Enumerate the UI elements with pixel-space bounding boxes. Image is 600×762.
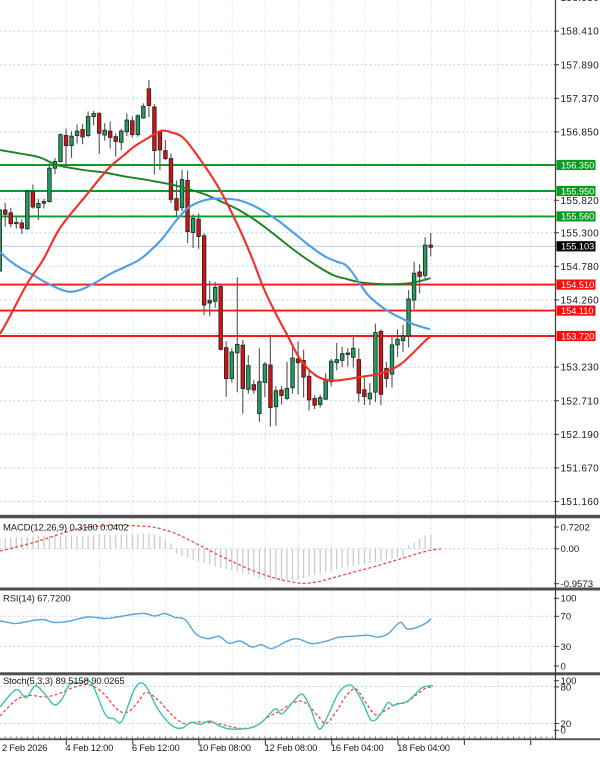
svg-text:151.160: 151.160: [561, 497, 600, 508]
svg-text:152.190: 152.190: [561, 430, 600, 441]
svg-text:152.710: 152.710: [561, 396, 600, 407]
svg-text:2 Feb 2026: 2 Feb 2026: [2, 742, 47, 753]
svg-text:0: 0: [561, 661, 566, 672]
svg-text:158.930: 158.930: [561, 0, 600, 4]
svg-text:Stoch(5,3,3) 89.5158 90.0265: Stoch(5,3,3) 89.5158 90.0265: [3, 676, 125, 687]
svg-text:RSI(14) 67.7200: RSI(14) 67.7200: [3, 593, 70, 604]
svg-text:MACD(12,26,9) 0.3180 0.0402: MACD(12,26,9) 0.3180 0.0402: [3, 522, 128, 533]
svg-text:153.720: 153.720: [561, 331, 594, 341]
svg-text:0.00: 0.00: [561, 544, 580, 555]
svg-text:157.890: 157.890: [561, 60, 600, 71]
svg-text:20: 20: [561, 719, 572, 730]
svg-text:12 Feb 08:00: 12 Feb 08:00: [265, 742, 318, 753]
svg-text:154.260: 154.260: [561, 296, 600, 307]
svg-text:0.7202: 0.7202: [561, 522, 590, 533]
svg-text:155.950: 155.950: [561, 186, 594, 196]
svg-text:4 Feb 12:00: 4 Feb 12:00: [66, 742, 114, 753]
svg-text:155.103: 155.103: [561, 242, 594, 252]
svg-text:6 Feb 12:00: 6 Feb 12:00: [132, 742, 180, 753]
svg-text:156.350: 156.350: [561, 160, 594, 170]
svg-text:154.110: 154.110: [561, 306, 594, 316]
svg-text:-0.9573: -0.9573: [561, 579, 594, 590]
svg-text:153.230: 153.230: [561, 363, 600, 374]
svg-text:30: 30: [561, 642, 572, 653]
svg-text:155.560: 155.560: [561, 212, 594, 222]
svg-text:100: 100: [561, 594, 577, 605]
svg-text:0: 0: [561, 726, 566, 737]
svg-text:80: 80: [561, 682, 572, 693]
svg-text:158.410: 158.410: [561, 27, 600, 38]
svg-text:154.780: 154.780: [561, 262, 600, 273]
svg-text:10 Feb 08:00: 10 Feb 08:00: [198, 742, 251, 753]
svg-text:155.300: 155.300: [561, 228, 600, 239]
svg-text:151.670: 151.670: [561, 464, 600, 475]
svg-text:16 Feb 04:00: 16 Feb 04:00: [331, 742, 384, 753]
svg-text:18 Feb 04:00: 18 Feb 04:00: [397, 742, 450, 753]
svg-text:156.850: 156.850: [561, 128, 600, 139]
svg-text:157.370: 157.370: [561, 94, 600, 105]
svg-text:155.820: 155.820: [561, 196, 600, 207]
svg-text:154.510: 154.510: [561, 280, 594, 290]
svg-text:70: 70: [561, 612, 572, 623]
svg-text:100: 100: [561, 676, 577, 687]
